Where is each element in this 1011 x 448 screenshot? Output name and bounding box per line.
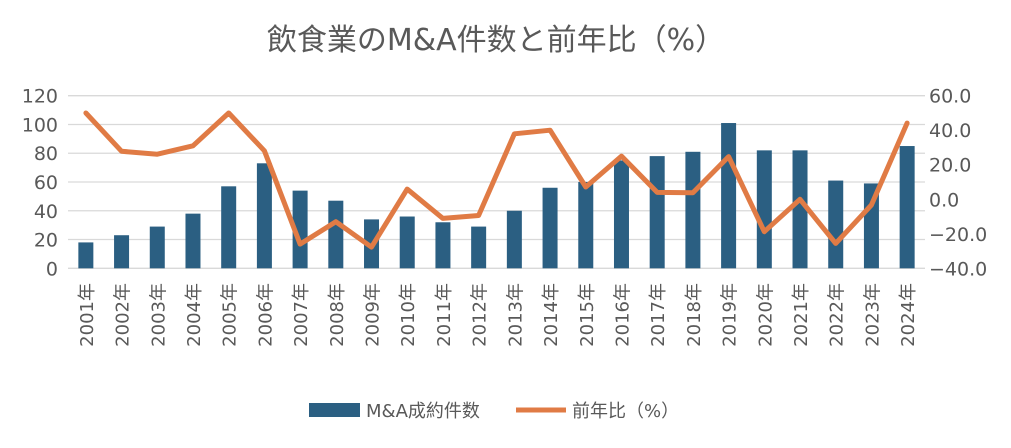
x-tick-label: 2010年 [398,283,419,347]
right-tick-label: −20.0 [929,224,987,246]
left-tick-label: 80 [34,143,58,165]
bar-series [78,123,915,269]
left-tick-label: 40 [34,201,58,223]
bar-2011年 [435,222,451,269]
x-tick-label: 2004年 [184,283,205,347]
x-tick-label: 2008年 [327,283,348,347]
bar-2021年 [792,150,808,269]
left-tick-label: 100 [22,114,58,136]
line-path [83,110,910,250]
x-tick-label: 2022年 [827,283,848,347]
left-tick-label: 60 [34,172,58,194]
x-tick-label: 2002年 [113,283,134,347]
bar-2003年 [149,226,165,269]
bar-2004年 [185,213,201,269]
right-tick-label: 60.0 [929,86,971,108]
x-tick-label: 2013年 [505,283,526,347]
chart-title: 飲食業のM&A件数と前年比（%） [267,23,725,58]
x-tick-label: 2015年 [577,283,598,347]
bar-2005年 [221,186,237,269]
bar-2017年 [649,156,665,269]
bar-2010年 [399,216,415,269]
gridlines [68,95,925,269]
bar-2018年 [685,151,701,269]
bar-2002年 [114,235,130,269]
x-tick-label: 2023年 [862,283,883,347]
bar-2014年 [542,187,558,269]
bar-2016年 [613,160,629,269]
bar-2020年 [756,150,772,269]
bar-2007年 [292,190,308,269]
bar-2023年 [863,183,879,269]
left-tick-label: 20 [34,230,58,252]
left-tick-label: 120 [22,86,58,108]
bar-2012年 [471,226,487,269]
x-tick-label: 2003年 [148,283,169,347]
x-tick-label: 2006年 [255,283,276,347]
x-tick-label: 2014年 [541,283,562,347]
legend-label-line: 前年比（%） [572,401,679,422]
x-tick-label: 2017年 [648,283,669,347]
x-tick-label: 2019年 [720,283,741,347]
x-tick-label: 2012年 [470,283,491,347]
right-tick-label: 0.0 [929,189,959,211]
bar-2022年 [828,180,844,269]
bar-2001年 [78,242,94,269]
legend: M&A成約件数 前年比（%） [309,401,679,422]
left-tick-label: 0 [46,258,58,280]
x-tick-label: 2016年 [612,283,633,347]
bar-2015年 [578,182,594,269]
bar-2024年 [899,146,915,269]
x-tick-label: 2021年 [791,283,812,347]
x-axis: 2001年 2002年 2003年 2004年 2005年 2006年 2007年 2008年… [77,283,919,347]
x-tick-label: 2024年 [898,283,919,347]
bar-2019年 [721,123,737,269]
bar-2013年 [506,210,522,269]
x-tick-label: 2005年 [220,283,241,347]
right-tick-label: 40.0 [929,120,971,142]
x-tick-label: 2011年 [434,283,455,347]
x-tick-label: 2007年 [291,283,312,347]
right-tick-label: 20.0 [929,155,971,177]
x-tick-label: 2001年 [77,283,98,347]
right-tick-label: −40.0 [929,258,987,280]
right-axis: −40.0 −20.0 0.0 20.0 40.0 60.0 [929,86,987,281]
line-series [83,110,910,250]
legend-label-bar: M&A成約件数 [366,401,480,422]
left-axis: 0 20 40 60 80 100 120 [22,86,58,281]
bar-2008年 [328,200,344,269]
bar-2006年 [256,163,272,269]
x-tick-label: 2018年 [684,283,705,347]
x-tick-label: 2009年 [363,283,384,347]
x-tick-label: 2020年 [755,283,776,347]
legend-swatch-bar [309,403,360,417]
